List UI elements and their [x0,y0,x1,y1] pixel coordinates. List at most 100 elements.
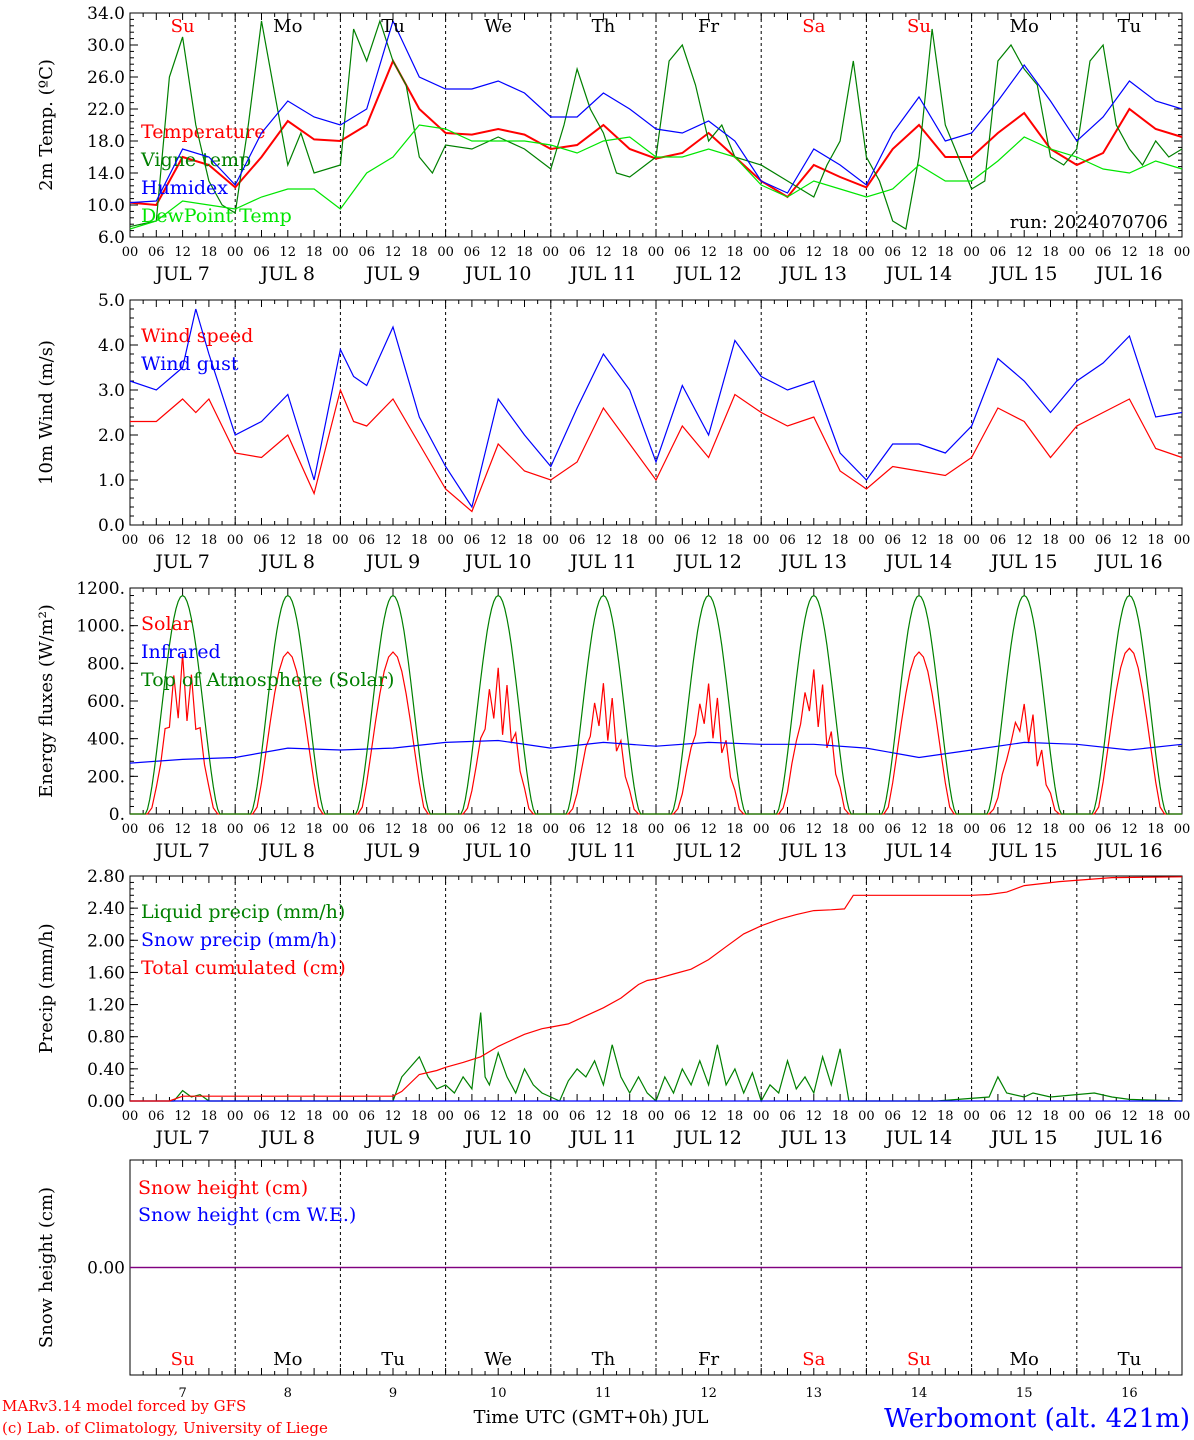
day-number: 15 [1016,1386,1033,1401]
day-label: JUL 9 [364,551,420,573]
day-label: JUL 10 [463,840,531,862]
hour-tick-label: 00 [1069,1109,1086,1124]
hour-tick-label: 18 [937,533,954,548]
hour-tick-label: 00 [122,822,139,837]
hour-tick-label: 12 [595,533,612,548]
hour-tick-label: 06 [884,822,901,837]
day-label: JUL 7 [153,263,209,285]
day-label: JUL 13 [779,840,847,862]
hour-tick-label: 18 [201,822,218,837]
hour-tick-label: 00 [1174,533,1191,548]
hour-tick-label: 00 [753,822,770,837]
y-tick-label: 200. [87,767,125,787]
y-tick-label: 2.40 [87,899,125,919]
day-label: JUL 10 [463,551,531,573]
hour-tick-label: 18 [621,822,638,837]
plot-frame [129,299,1183,526]
y-tick-label: 34.0 [87,4,125,24]
day-label: JUL 15 [989,1127,1057,1149]
hour-tick-label: 00 [963,533,980,548]
hour-tick-label: 06 [253,533,270,548]
y-tick-label: 10.0 [87,196,125,216]
hour-tick-label: 12 [806,245,823,260]
hour-tick-label: 18 [1147,822,1164,837]
y-tick-label: 26.0 [87,68,125,88]
hour-tick-label: 06 [1095,1109,1112,1124]
day-label: JUL 11 [568,551,636,573]
hour-tick-label: 18 [306,245,323,260]
hour-tick-label: 06 [569,822,586,837]
day-label: JUL 16 [1094,840,1162,862]
series-line [129,308,1183,509]
hour-tick-label: 06 [148,245,165,260]
legend-entry: Snow height (cm) [138,1177,308,1199]
hour-tick-label: 12 [490,822,507,837]
hour-tick-label: 00 [963,245,980,260]
y-tick-label: 3.0 [98,381,125,401]
hour-tick-label: 00 [332,533,349,548]
hour-tick-label: 12 [174,1109,191,1124]
hour-tick-label: 00 [1174,1109,1191,1124]
hour-tick-label: 00 [963,822,980,837]
hour-tick-label: 18 [621,245,638,260]
hour-tick-label: 00 [437,822,454,837]
hour-tick-label: 00 [1069,245,1086,260]
y-tick-label: 0.80 [87,1028,125,1048]
series-line [129,739,1183,764]
hour-tick-label: 00 [227,533,244,548]
y-tick-label: 0.40 [87,1060,125,1080]
hour-tick-label: 12 [490,1109,507,1124]
series-line [130,1012,1183,1103]
run-label: run: 2024070706 [1010,212,1168,233]
hour-tick-label: 12 [700,822,717,837]
hour-tick-label: 06 [779,822,796,837]
hour-tick-label: 00 [1069,822,1086,837]
legend-entry: Snow height (cm W.E.) [138,1204,356,1226]
legend-entry: Wind gust [141,353,239,375]
hour-tick-label: 12 [280,533,297,548]
hour-tick-label: 12 [280,822,297,837]
legend-entry: DewPoint Temp [141,205,292,227]
legend-entry: Snow precip (mm/h) [141,929,337,951]
hour-tick-label: 12 [1121,822,1138,837]
hour-tick-label: 06 [674,533,691,548]
day-label: JUL 10 [463,263,531,285]
weekday-label: Mo [273,1349,302,1370]
hour-tick-label: 06 [990,822,1007,837]
hour-tick-label: 00 [858,822,875,837]
credit-line-1: MARv3.14 model forced by GFS [2,1397,246,1415]
day-label: JUL 14 [884,263,952,285]
y-tick-label: 2.0 [98,426,125,446]
day-number: 12 [700,1386,717,1401]
hour-tick-label: 00 [1069,533,1086,548]
day-label: JUL 11 [568,263,636,285]
hour-tick-label: 00 [122,1109,139,1124]
weekday-label: Sa [802,1349,825,1370]
hour-tick-label: 06 [779,533,796,548]
hour-tick-label: 06 [990,1109,1007,1124]
hour-tick-label: 06 [674,1109,691,1124]
y-tick-label: 0. [109,805,125,825]
hour-tick-label: 12 [385,1109,402,1124]
hour-tick-label: 06 [148,1109,165,1124]
hour-tick-label: 00 [437,533,454,548]
weekday-label: Tu [1118,1349,1142,1370]
hour-tick-label: 00 [753,1109,770,1124]
day-label: JUL 15 [989,263,1057,285]
hour-tick-label: 06 [358,1109,375,1124]
hour-tick-label: 18 [937,1109,954,1124]
day-number: 10 [490,1386,507,1401]
hour-tick-label: 00 [543,822,560,837]
day-number: 9 [389,1386,397,1401]
y-tick-label: 2.00 [87,931,125,951]
hour-tick-label: 12 [911,533,928,548]
hour-tick-label: 12 [1016,1109,1033,1124]
hour-tick-label: 00 [227,1109,244,1124]
hour-tick-label: 18 [1042,533,1059,548]
hour-tick-label: 00 [332,245,349,260]
hour-tick-label: 12 [911,822,928,837]
weekday-label: Su [907,1349,931,1370]
hour-tick-label: 18 [411,822,428,837]
panel-2: 0.0 1.0 2.0 3.0 4.0 5.0 10m Wind (m/s) 00 06 12 18… [36,291,1190,573]
hour-tick-label: 18 [1147,1109,1164,1124]
